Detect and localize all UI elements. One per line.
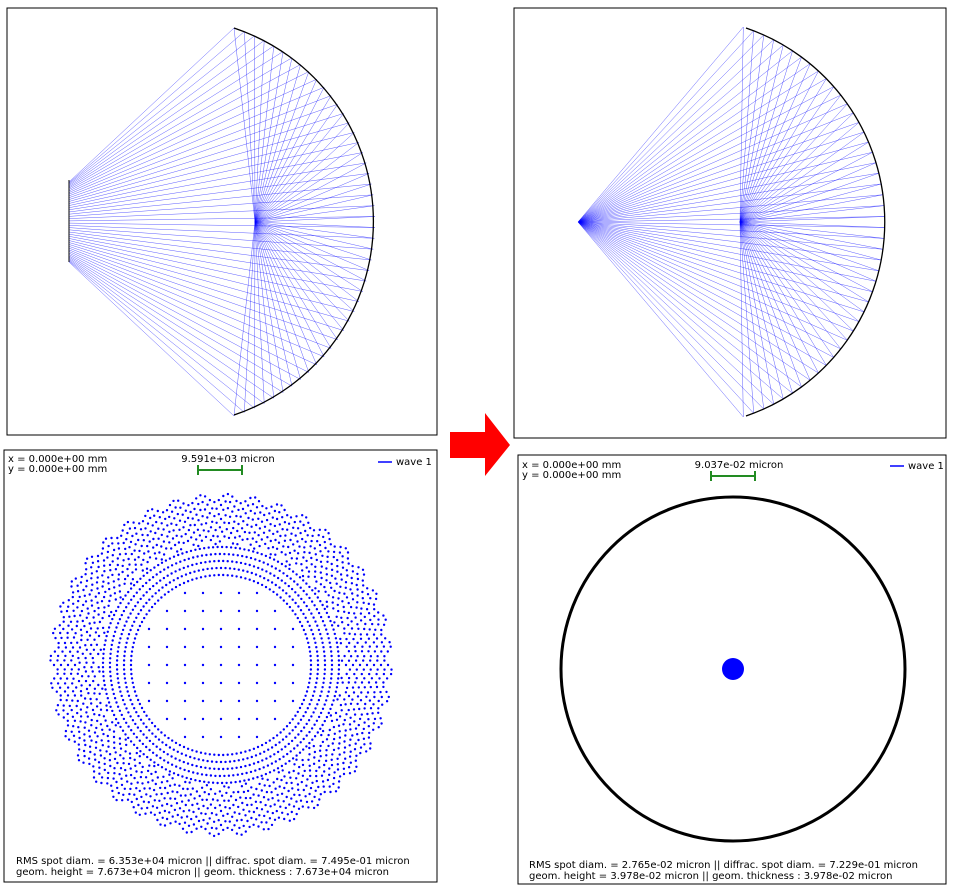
panel-frame xyxy=(513,7,947,439)
airy-circle xyxy=(559,495,907,843)
footer: geom. height = 3.978e-02 micron || geom.… xyxy=(529,871,892,882)
scale-label: 9.037e-02 micron xyxy=(695,460,784,471)
spot xyxy=(722,658,744,680)
rays xyxy=(68,27,375,417)
x-label: x = 0.000e+00 mm xyxy=(522,460,621,471)
panel-frame xyxy=(6,7,438,436)
scale-bar xyxy=(710,471,756,481)
x-label: x = 0.000e+00 mm xyxy=(8,454,107,465)
footer: RMS spot diam. = 6.353e+04 micron || dif… xyxy=(16,856,410,867)
ray-diagrams xyxy=(68,26,885,418)
mirror xyxy=(745,27,886,417)
y-label: y = 0.000e+00 mm xyxy=(8,464,107,475)
panel-frame xyxy=(3,449,438,883)
footer: RMS spot diam. = 2.765e-02 micron || dif… xyxy=(529,860,918,871)
legend-label: wave 1 xyxy=(396,457,432,468)
scale-label: 9.591e+03 micron xyxy=(181,454,274,465)
panel-frame xyxy=(517,454,947,885)
spot-dots xyxy=(49,492,393,838)
spot-dots xyxy=(49,492,393,838)
mirror xyxy=(233,27,374,416)
legend-label: wave 1 xyxy=(908,461,944,472)
scale-bar xyxy=(197,465,243,475)
rays xyxy=(577,26,885,418)
footer: geom. height = 7.673e+04 micron || geom.… xyxy=(16,867,389,878)
arrow xyxy=(450,413,510,476)
y-label: y = 0.000e+00 mm xyxy=(522,470,621,481)
